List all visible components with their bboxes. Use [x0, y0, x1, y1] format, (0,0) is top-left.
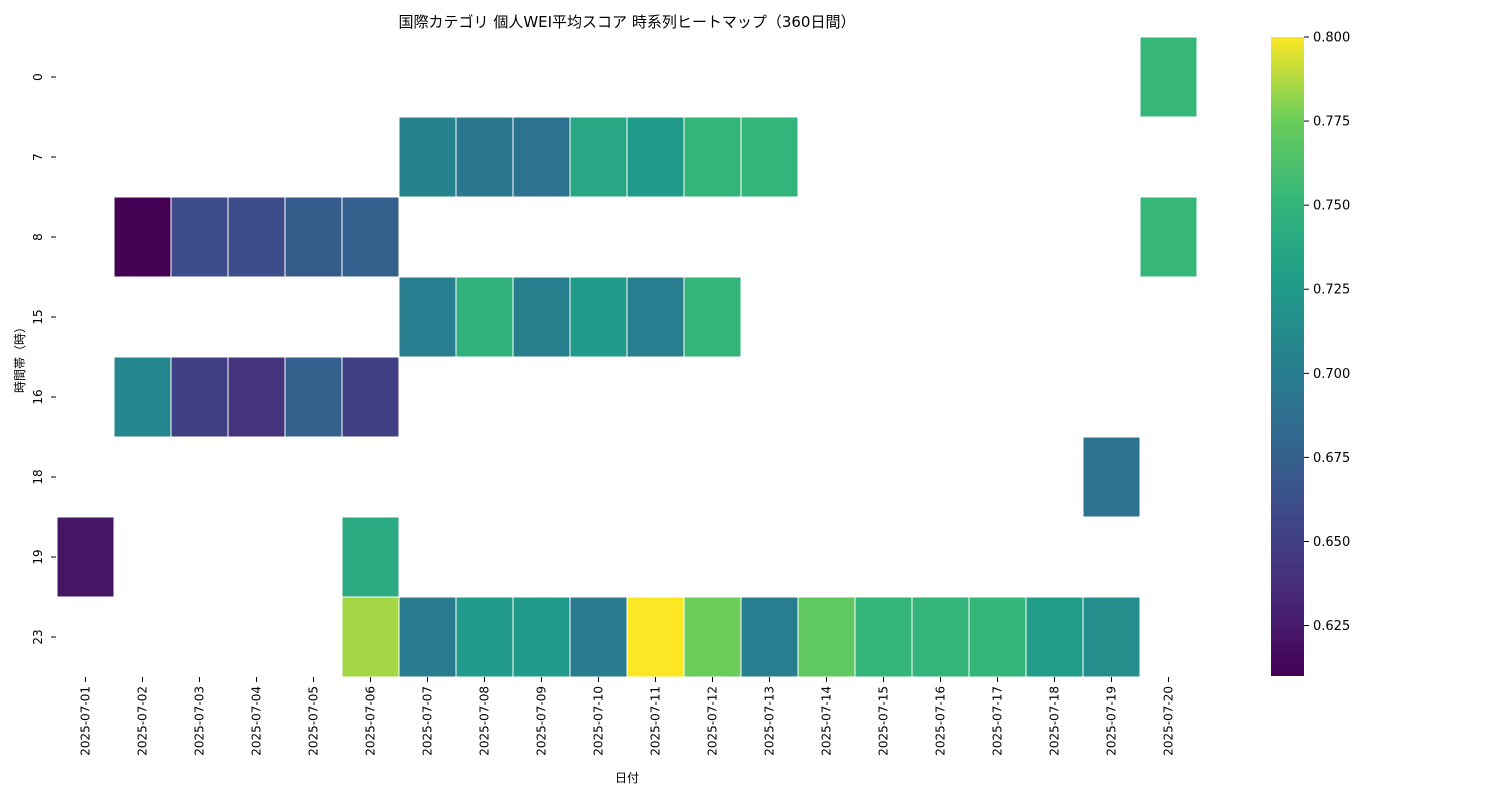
- y-axis: 0 7 8 15 16 18 19 23: [31, 73, 56, 645]
- colorbar-tick-label: 0.625: [1313, 619, 1350, 634]
- y-tick-label: 8: [31, 233, 45, 241]
- heatmap-cell: [113, 196, 172, 278]
- heatmap-cell: [398, 596, 457, 678]
- heatmap-cell: [569, 276, 628, 358]
- heatmap-cell: [284, 196, 343, 278]
- x-tick-label: 2025-07-08: [478, 686, 492, 756]
- x-tick-label: 2025-07-13: [763, 686, 777, 756]
- heatmap-cell: [1025, 596, 1084, 678]
- x-tick-label: 2025-07-16: [934, 686, 948, 756]
- x-tick-label: 2025-07-05: [307, 686, 321, 756]
- heatmap-cell: [341, 356, 400, 438]
- heatmap-cell: [455, 596, 514, 678]
- heatmap-cell: [797, 596, 856, 678]
- x-tick-label: 2025-07-18: [1048, 686, 1062, 756]
- heatmap-cells: [56, 36, 1198, 678]
- colorbar-tick-label: 0.750: [1313, 199, 1350, 214]
- y-tick-label: 7: [31, 153, 45, 161]
- colorbar-tick-label: 0.800: [1313, 31, 1350, 46]
- colorbar-ticks: 0.625 0.650 0.675 0.700 0.725 0.750 0.775 0.800: [1304, 31, 1350, 634]
- heatmap-cell: [854, 596, 913, 678]
- heatmap-cell: [626, 596, 685, 678]
- y-tick-label: 15: [31, 309, 45, 324]
- colorbar-tick-label: 0.675: [1313, 451, 1350, 466]
- x-tick-label: 2025-07-14: [820, 686, 834, 756]
- y-tick-label: 23: [31, 629, 45, 644]
- x-tick-label: 2025-07-07: [421, 686, 435, 756]
- x-tick-label: 2025-07-06: [364, 686, 378, 756]
- colorbar-tick-label: 0.650: [1313, 535, 1350, 550]
- x-axis: 2025-07-01 2025-07-02 2025-07-03 2025-07-04…: [79, 677, 1176, 756]
- heatmap-cell: [455, 116, 514, 198]
- y-tick-label: 0: [31, 73, 45, 81]
- x-axis-label: 日付: [615, 771, 639, 785]
- heatmap-cell: [56, 516, 115, 598]
- heatmap-cell: [512, 276, 571, 358]
- heatmap-cell: [1139, 36, 1198, 118]
- x-tick-label: 2025-07-04: [250, 686, 264, 756]
- heatmap-cell: [512, 596, 571, 678]
- heatmap-cell: [512, 116, 571, 198]
- y-tick-label: 18: [31, 469, 45, 484]
- x-tick-label: 2025-07-03: [193, 686, 207, 756]
- y-tick-label: 19: [31, 549, 45, 564]
- x-tick-label: 2025-07-09: [535, 686, 549, 756]
- x-tick-label: 2025-07-01: [79, 686, 93, 756]
- heatmap-cell: [569, 116, 628, 198]
- chart-title: 国際カテゴリ 個人WEI平均スコア 時系列ヒートマップ（360日間）: [399, 13, 856, 31]
- x-tick-label: 2025-07-19: [1105, 686, 1119, 756]
- colorbar: [1271, 37, 1304, 676]
- heatmap-cell: [341, 196, 400, 278]
- heatmap-cell: [284, 356, 343, 438]
- heatmap-cell: [341, 516, 400, 598]
- heatmap-cell: [1139, 196, 1198, 278]
- x-tick-label: 2025-07-20: [1162, 686, 1176, 756]
- heatmap-cell: [968, 596, 1027, 678]
- heatmap-cell: [683, 596, 742, 678]
- colorbar-tick-label: 0.725: [1313, 283, 1350, 298]
- heatmap-cell: [113, 356, 172, 438]
- heatmap-cell: [683, 276, 742, 358]
- y-axis-label: 時間帯（時）: [13, 321, 27, 393]
- heatmap-cell: [170, 196, 229, 278]
- heatmap-cell: [341, 596, 400, 678]
- colorbar-tick-label: 0.775: [1313, 115, 1350, 130]
- heatmap-cell: [398, 276, 457, 358]
- x-tick-label: 2025-07-02: [136, 686, 150, 756]
- heatmap-cell: [170, 356, 229, 438]
- x-tick-label: 2025-07-12: [706, 686, 720, 756]
- x-tick-label: 2025-07-11: [649, 686, 663, 756]
- heatmap-cell: [740, 596, 799, 678]
- heatmap-cell: [569, 596, 628, 678]
- heatmap-cell: [911, 596, 970, 678]
- heatmap-cell: [740, 116, 799, 198]
- heatmap-cell: [1082, 596, 1141, 678]
- heatmap-cell: [626, 116, 685, 198]
- x-tick-label: 2025-07-15: [877, 686, 891, 756]
- x-tick-label: 2025-07-17: [991, 686, 1005, 756]
- heatmap-cell: [227, 356, 286, 438]
- x-tick-label: 2025-07-10: [592, 686, 606, 756]
- colorbar-tick-label: 0.700: [1313, 367, 1350, 382]
- heatmap-cell: [1082, 436, 1141, 518]
- heatmap-cell: [455, 276, 514, 358]
- heatmap-cell: [227, 196, 286, 278]
- heatmap-cell: [683, 116, 742, 198]
- heatmap-cell: [626, 276, 685, 358]
- y-tick-label: 16: [31, 389, 45, 404]
- heatmap-cell: [398, 116, 457, 198]
